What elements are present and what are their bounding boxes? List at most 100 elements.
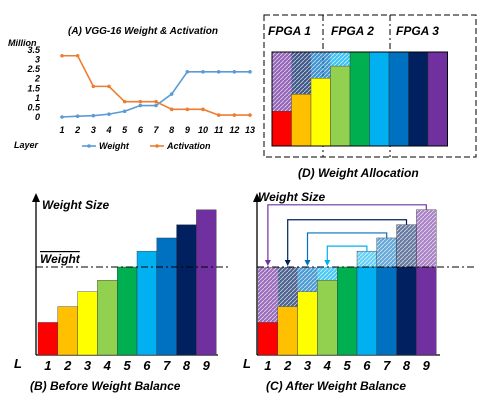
chart-c-transfer-arrowhead (304, 260, 311, 266)
chart-b-xtick-label: 4 (103, 358, 112, 373)
chart-a-ytick-label: 1.5 (27, 83, 41, 93)
chart-c-xlabel: L (243, 356, 251, 371)
chart-d-bar (271, 111, 292, 147)
chart-a-point (185, 107, 190, 112)
chart-b-xtick-label: 1 (44, 358, 51, 373)
chart-d-bar (291, 94, 312, 147)
chart-a-point (138, 99, 143, 104)
chart-a-point (107, 112, 111, 116)
chart-b-bar (37, 322, 58, 356)
chart-d-frame (263, 14, 477, 158)
chart-a-ytick-label: 0.5 (27, 102, 41, 112)
chart-a-ytick-label: 2 (34, 74, 40, 84)
chart-c-xtick-label: 7 (383, 358, 391, 373)
chart-d: FPGA 1 FPGA 2 FPGA 3 (263, 14, 477, 158)
chart-a-ytick-label: 3.5 (27, 45, 41, 55)
chart-a-legend-label: Weight (99, 141, 130, 151)
chart-a-xtick-label: 9 (185, 125, 190, 135)
chart-d-title: (D) Weight Allocation (298, 166, 419, 180)
chart-c-bar (297, 291, 318, 356)
chart-a-point (216, 70, 221, 74)
chart-b-bar (196, 209, 217, 356)
chart-b-bar (156, 237, 177, 356)
chart-c-transfer-arrow (287, 219, 408, 261)
chart-a-xtick-label: 2 (74, 125, 80, 135)
chart-b-xtick-label: 5 (123, 358, 131, 373)
chart-a-point (154, 99, 158, 104)
chart-c-bar (337, 266, 358, 356)
chart-b-bar (116, 266, 138, 356)
chart-a-ytick-label: 0 (35, 112, 40, 122)
chart-c-y-arrow (253, 193, 261, 202)
chart-a-xlabel: Layer (14, 140, 39, 150)
chart-a-ytick-label: 2.5 (26, 64, 41, 74)
chart-a-legend-label: Activation (166, 141, 211, 151)
chart-a-point (201, 70, 205, 74)
chart-c-xtick-label: 4 (323, 358, 332, 373)
chart-a-point (248, 113, 252, 117)
chart-a-unit-label: Million (8, 38, 37, 48)
chart-b-xtick-label: 2 (63, 358, 72, 373)
chart-a-point (91, 84, 96, 89)
chart-a-ytick-label: 1 (35, 93, 40, 103)
chart-c-bar-overflow-hatch (376, 237, 397, 268)
chart-d-bar (349, 51, 370, 147)
chart-c-bar-overflow-hatch (396, 224, 417, 268)
chart-b-xtick-label: 8 (183, 358, 191, 373)
chart-a-point (216, 113, 221, 117)
chart-a-point (138, 103, 143, 108)
chart-c-bar (376, 266, 397, 356)
chart-d-group-label: FPGA 2 (331, 24, 374, 38)
chart-c-xtick-label: 2 (283, 358, 292, 373)
chart-b-xtick-label: 7 (163, 358, 171, 373)
chart-b-avg-label: Weight (40, 252, 81, 266)
chart-b-bar (77, 291, 98, 356)
chart-c-xtick-label: 6 (363, 358, 371, 373)
chart-c-transfer-arrow (267, 204, 427, 261)
chart-a-point (185, 70, 190, 74)
chart-d-bar (388, 51, 409, 147)
chart-a-point (201, 107, 205, 112)
chart-a-xtick-label: 3 (91, 125, 96, 135)
chart-c-bar-hatch (317, 267, 338, 281)
chart-d-bar (408, 51, 429, 147)
chart-c-transfer-arrowhead (264, 260, 271, 266)
chart-d-group-label: FPGA 3 (396, 24, 439, 38)
chart-d-bars-outline (271, 51, 448, 147)
chart-c-bar-hatch (258, 267, 278, 323)
chart-a-point (232, 70, 237, 74)
chart-a-xtick-label: 12 (229, 125, 239, 135)
chart-c-bar-overflow-hatch (416, 209, 437, 268)
chart-d-bar-hatch (330, 52, 350, 67)
chart-c-transfer-arrow (326, 245, 368, 261)
chart-d-group-label: FPGA 1 (268, 24, 311, 38)
chart-a-point (169, 107, 174, 112)
chart-c-bar (257, 322, 278, 356)
chart-c-transfer-arrowhead (284, 260, 291, 266)
chart-a-legend-marker (155, 144, 159, 148)
chart-b-bar (97, 280, 118, 356)
chart-d-bar (310, 78, 331, 147)
chart-c-bar-hatch (297, 267, 318, 292)
chart-c-xtick-label: 8 (403, 358, 411, 373)
chart-d-bar (369, 51, 390, 147)
chart-c-bar-hatch (277, 267, 298, 307)
chart-c-transfer-arrowhead (324, 260, 331, 266)
chart-a-point (91, 113, 96, 118)
chart-a-point (122, 109, 127, 114)
chart-a-xtick-label: 7 (153, 125, 159, 135)
chart-c-xtick-label: 9 (423, 358, 431, 373)
chart-c-bar (416, 266, 437, 356)
chart-c-bar (317, 280, 338, 356)
chart-a-point (60, 53, 64, 58)
chart-b-xlabel: L (14, 356, 22, 371)
chart-c-bar (277, 306, 298, 356)
chart-a-xtick-label: 8 (169, 125, 174, 135)
chart-a-point (107, 84, 111, 89)
chart-b-xtick-label: 6 (143, 358, 151, 373)
chart-c-xtick-label: 5 (343, 358, 351, 373)
